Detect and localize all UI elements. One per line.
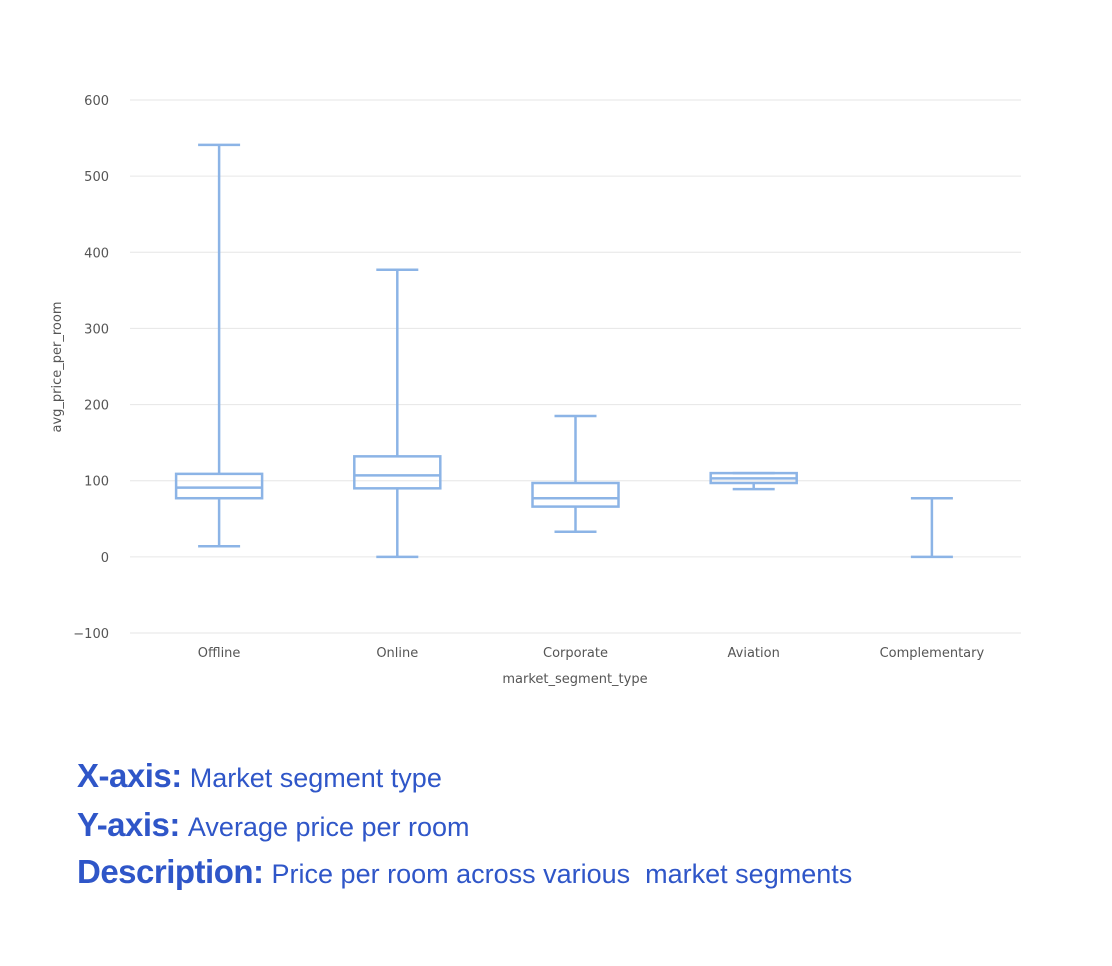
x-tick-label: Complementary bbox=[880, 646, 985, 661]
y-axis-caption: Y-axis: Average price per room bbox=[77, 806, 470, 844]
iqr-box bbox=[353, 455, 442, 490]
y-tick-label: 500 bbox=[84, 170, 109, 185]
y-axis-caption-key: Y-axis: bbox=[77, 806, 180, 843]
y-tick-label: 600 bbox=[84, 94, 109, 109]
y-tick-label: 300 bbox=[84, 322, 109, 337]
x-tick-label: Offline bbox=[198, 646, 241, 661]
x-axis-caption-value: Market segment type bbox=[189, 763, 442, 793]
x-axis-ticks: Offline Online Corporate Aviation Complement… bbox=[198, 646, 985, 661]
box-plot-chart: 600 500 400 300 200 100 0 −100 Offline Online Cor… bbox=[50, 94, 1021, 687]
box-corporate bbox=[531, 414, 620, 533]
box-complementary bbox=[910, 496, 953, 559]
x-axis-caption: X-axis: Market segment type bbox=[77, 757, 442, 795]
iqr-box bbox=[531, 481, 620, 508]
iqr-box bbox=[174, 472, 264, 500]
y-tick-label: −100 bbox=[73, 627, 109, 642]
box-online bbox=[353, 268, 442, 559]
x-axis-title: market_segment_type bbox=[502, 672, 647, 687]
y-tick-label: 200 bbox=[84, 399, 109, 414]
x-tick-label: Aviation bbox=[728, 646, 780, 661]
y-axis-title: avg_price_per_room bbox=[50, 302, 65, 433]
description-caption: Description: Price per room across variou… bbox=[77, 853, 852, 891]
y-axis-caption-value: Average price per room bbox=[187, 812, 470, 842]
y-tick-label: 400 bbox=[84, 246, 109, 261]
y-axis-ticks: 600 500 400 300 200 100 0 −100 bbox=[73, 94, 109, 642]
box-offline bbox=[174, 143, 264, 548]
box-aviation bbox=[709, 471, 798, 491]
x-axis-caption-key: X-axis: bbox=[77, 757, 182, 794]
gridlines bbox=[130, 99, 1021, 634]
description-caption-value: Price per room across various market seg… bbox=[271, 859, 853, 889]
y-tick-label: 0 bbox=[101, 551, 109, 566]
boxes bbox=[174, 143, 953, 559]
description-caption-key: Description: bbox=[77, 853, 264, 890]
x-tick-label: Corporate bbox=[543, 646, 608, 661]
x-tick-label: Online bbox=[376, 646, 418, 661]
y-tick-label: 100 bbox=[84, 475, 109, 490]
